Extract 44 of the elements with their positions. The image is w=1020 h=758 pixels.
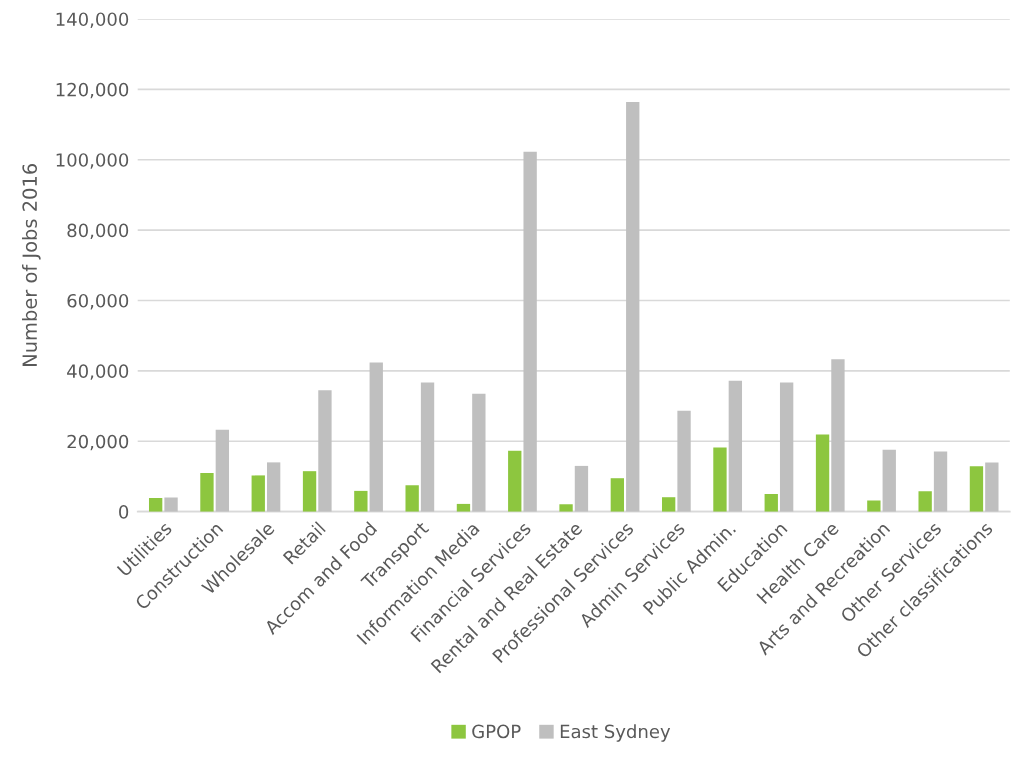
bar	[918, 491, 932, 512]
y-axis-title: Number of Jobs 2016	[21, 164, 41, 366]
y-tick-label: 20,000	[67, 434, 129, 451]
y-tick-label: 140,000	[56, 12, 129, 28]
bar	[164, 497, 178, 512]
bar	[867, 500, 881, 512]
bar	[369, 362, 383, 512]
y-tick-label: 40,000	[67, 364, 129, 380]
bar	[882, 449, 896, 512]
legend-label: GPOP	[472, 724, 521, 739]
bar	[215, 429, 230, 512]
bar	[318, 390, 332, 512]
bar	[677, 410, 691, 512]
bar	[933, 451, 948, 512]
bar	[559, 504, 573, 512]
y-tick-label: 60,000	[67, 293, 129, 310]
bar	[574, 465, 589, 512]
bar	[831, 359, 845, 512]
bar	[472, 393, 486, 512]
bar	[251, 475, 265, 512]
bar	[728, 380, 743, 512]
bar	[405, 485, 419, 512]
bar	[661, 497, 676, 512]
bar	[523, 151, 537, 512]
y-tick-label: 0	[119, 505, 129, 519]
bar	[713, 447, 727, 512]
bar	[266, 462, 281, 512]
bar	[626, 102, 640, 512]
bar	[610, 478, 625, 512]
bar	[508, 450, 522, 512]
bar	[200, 472, 214, 512]
legend-label: East Sydney	[560, 724, 671, 742]
bar	[969, 466, 984, 512]
bar	[148, 497, 163, 512]
bar	[815, 434, 830, 512]
bar	[302, 471, 317, 512]
y-tick-label: 100,000	[56, 153, 129, 169]
bar	[779, 382, 794, 512]
bar	[354, 490, 368, 512]
bar	[420, 382, 435, 512]
y-tick-label: 120,000	[56, 82, 129, 99]
bar	[985, 462, 999, 512]
bar	[764, 494, 778, 512]
y-tick-label: 80,000	[67, 223, 129, 240]
